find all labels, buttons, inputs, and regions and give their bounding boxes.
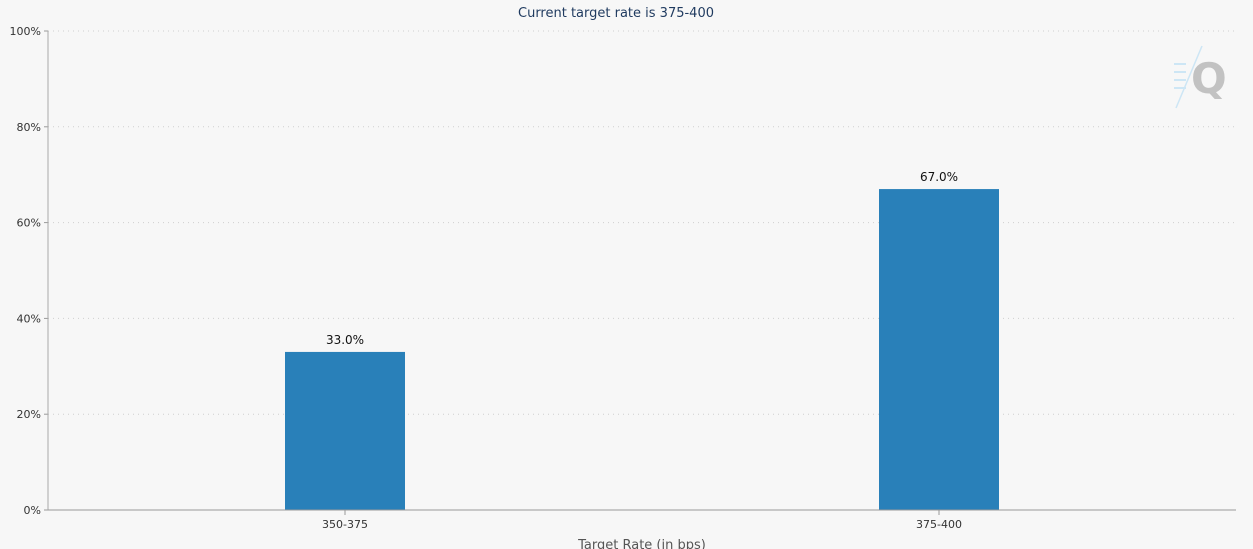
y-tick-label: 40%: [17, 312, 41, 325]
y-tick-label: 100%: [10, 25, 41, 38]
q-logo-icon: Q: [1174, 45, 1227, 109]
bar[interactable]: [879, 189, 999, 510]
bar[interactable]: [285, 351, 405, 510]
x-tick-label: 350-375: [322, 518, 368, 531]
y-tick-label: 60%: [17, 217, 41, 230]
grid-lines: [48, 30, 1236, 415]
svg-text:Q: Q: [1191, 54, 1227, 103]
x-axis: 350-375 375-400: [48, 509, 1236, 531]
x-tick-label: 375-400: [916, 518, 962, 531]
y-tick-label: 0%: [24, 504, 41, 517]
y-axis: 0% 20% 40% 60% 80% 100%: [10, 25, 49, 517]
x-axis-title: Target Rate (in bps): [577, 538, 706, 549]
y-tick-label: 80%: [17, 121, 41, 134]
bars: 33.0% 67.0%: [285, 170, 999, 510]
chart-title: Current target rate is 375-400: [518, 6, 714, 21]
data-label: 67.0%: [920, 170, 958, 184]
data-label: 33.0%: [326, 333, 364, 347]
y-tick-label: 20%: [17, 408, 41, 421]
